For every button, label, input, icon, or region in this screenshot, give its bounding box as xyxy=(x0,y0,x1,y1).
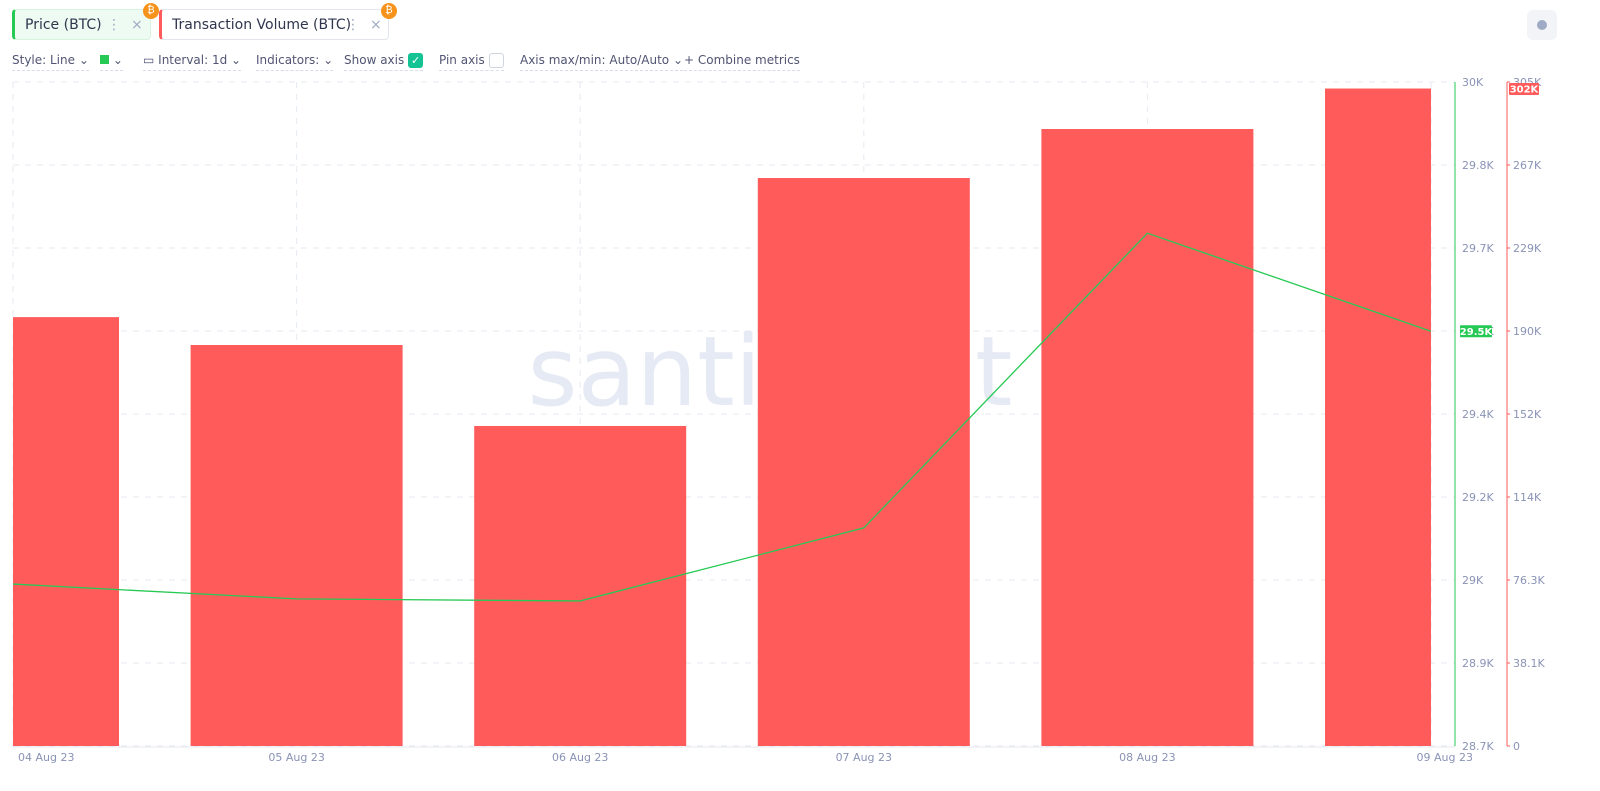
bar xyxy=(1325,88,1431,747)
label: Pin axis xyxy=(439,53,485,67)
checkbox[interactable]: ✓ xyxy=(408,53,424,68)
label: Show axis xyxy=(344,53,405,67)
close-icon[interactable]: × xyxy=(370,17,382,33)
label: Indicators: xyxy=(256,53,320,67)
bar xyxy=(190,344,403,746)
dot-icon xyxy=(1537,20,1547,30)
y-tick-label: 29.2K xyxy=(1462,491,1494,504)
y2-tick-label: 305K xyxy=(1513,76,1542,89)
label: Axis max/min: Auto/Auto xyxy=(520,53,670,67)
y-tick-label: 29.7K xyxy=(1462,242,1494,255)
y-tick-label: 29K xyxy=(1462,574,1484,587)
label: Combine metrics xyxy=(697,53,800,67)
y2-tick-label: 38.1K xyxy=(1513,657,1545,670)
checkbox[interactable] xyxy=(488,53,504,68)
y-tick-label: 28.9K xyxy=(1462,657,1494,670)
close-icon[interactable]: × xyxy=(131,17,143,33)
value-label: 302K xyxy=(1510,85,1540,96)
x-tick-label: 08 Aug 23 xyxy=(1119,751,1175,764)
btc-icon: ₿ xyxy=(381,3,397,19)
y2-tick-label: 267K xyxy=(1513,159,1542,172)
combine-button[interactable]: + Combine metrics xyxy=(684,52,800,71)
bar xyxy=(757,178,970,746)
y-tick-label: 29.5K xyxy=(1462,325,1494,338)
label: Style: Line xyxy=(12,53,76,67)
label: Interval: 1d xyxy=(158,53,228,67)
menu-icon[interactable]: ⋮ xyxy=(346,17,360,33)
bar xyxy=(474,425,687,746)
y-tick-label: 30K xyxy=(1462,76,1484,89)
style-dropdown[interactable]: Style: Line ⌄ xyxy=(12,52,89,71)
value-badge xyxy=(1509,83,1539,95)
btc-icon: ₿ xyxy=(143,3,159,19)
show-axis-toggle[interactable]: Show axis ✓ xyxy=(344,52,424,71)
y2-tick-label: 229K xyxy=(1513,242,1542,255)
x-tick-label: 09 Aug 23 xyxy=(1417,751,1473,764)
y-tick-label: 29.8K xyxy=(1462,159,1494,172)
x-tick-label: 07 Aug 23 xyxy=(836,751,892,764)
interval-dropdown[interactable]: ▭ Interval: 1d ⌄ xyxy=(143,52,242,71)
x-tick-label: 04 Aug 23 xyxy=(18,751,74,764)
plot-area xyxy=(13,88,1431,747)
y2-tick-label: 152K xyxy=(1513,408,1542,421)
metric-tab[interactable]: Price (BTC) ⋮ × ₿ xyxy=(12,3,159,40)
y2-tick-label: 76.3K xyxy=(1513,574,1545,587)
settings-button[interactable] xyxy=(1527,10,1557,40)
y2-tick-label: 0 xyxy=(1513,740,1520,753)
axis-dropdown[interactable]: Axis max/min: Auto/Auto ⌄ xyxy=(520,52,684,71)
y-tick-label: 28.7K xyxy=(1462,740,1494,753)
menu-icon[interactable]: ⋮ xyxy=(107,17,121,33)
color-dropdown[interactable]: ⌄ xyxy=(100,52,123,71)
watermark: santiment xyxy=(527,316,1012,428)
y-tick-label: 29.4K xyxy=(1462,408,1494,421)
bar xyxy=(13,317,119,746)
metric-tab[interactable]: Transaction Volume (BTC) ⋮ × ₿ xyxy=(159,3,397,40)
color-swatch xyxy=(100,55,109,64)
price-line xyxy=(13,232,1431,602)
value-badge xyxy=(1460,325,1492,338)
y2-tick-label: 114K xyxy=(1513,491,1542,504)
tab-label: Transaction Volume (BTC) xyxy=(172,17,352,33)
bar xyxy=(1041,129,1254,746)
y2-tick-label: 190K xyxy=(1513,325,1542,338)
x-tick-label: 05 Aug 23 xyxy=(268,751,324,764)
indicators-dropdown[interactable]: Indicators: ⌄ xyxy=(256,52,334,71)
x-tick-label: 06 Aug 23 xyxy=(552,751,608,764)
tab-label: Price (BTC) xyxy=(25,17,102,33)
pin-axis-toggle[interactable]: Pin axis xyxy=(439,52,504,71)
value-label: 29.5K xyxy=(1460,327,1494,338)
